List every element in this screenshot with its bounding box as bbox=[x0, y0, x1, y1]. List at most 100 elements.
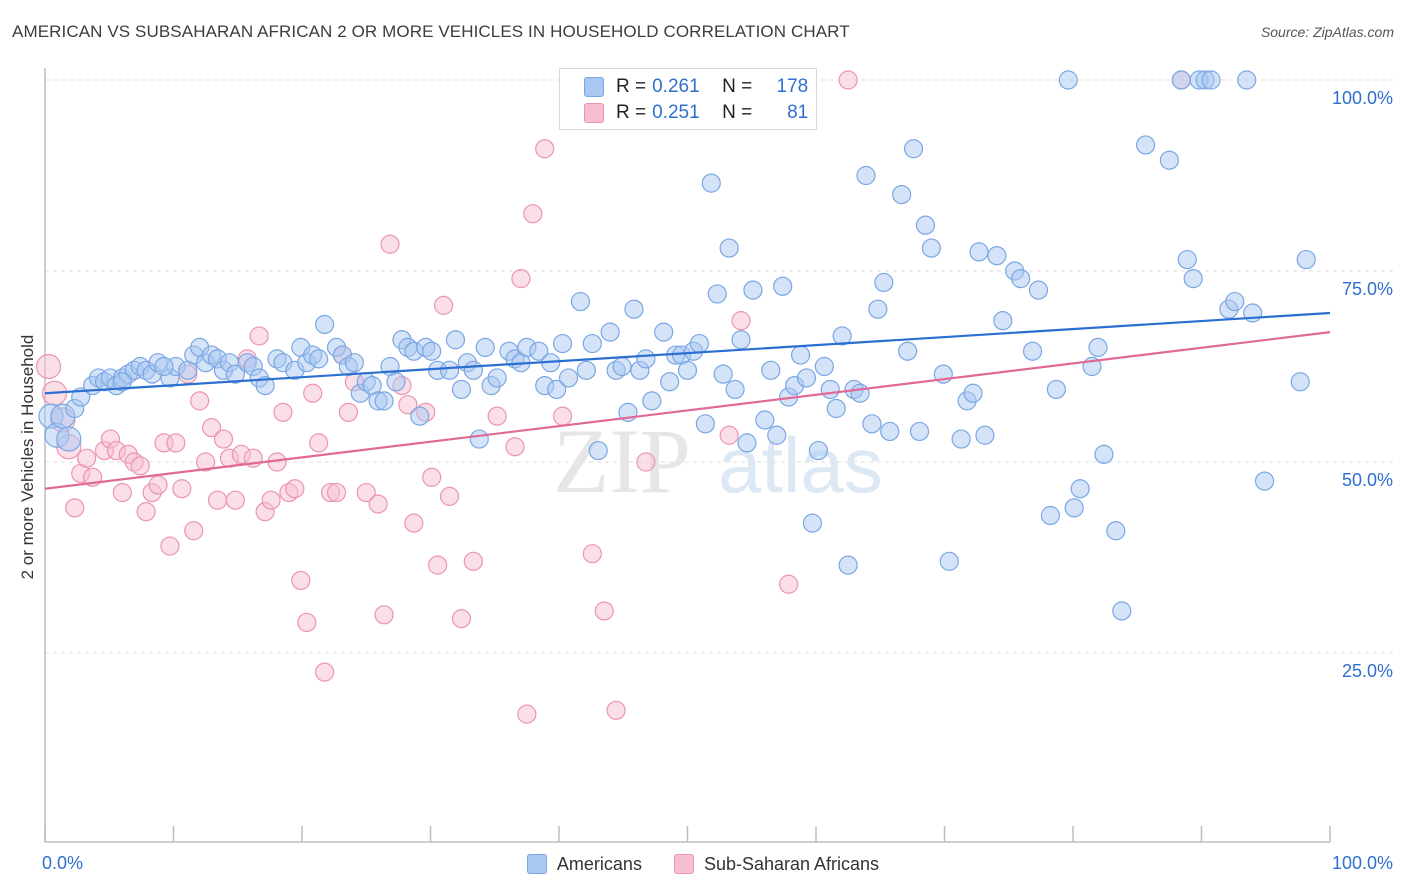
american-point bbox=[993, 311, 1013, 331]
african-point bbox=[552, 406, 573, 426]
americans-trend-line bbox=[44, 311, 1331, 395]
african-point bbox=[380, 234, 400, 254]
african-point bbox=[433, 295, 454, 315]
african-swatch bbox=[584, 103, 604, 123]
american-point bbox=[636, 349, 656, 369]
american-point bbox=[1183, 269, 1203, 289]
n-value: 81 bbox=[787, 102, 809, 123]
american-point bbox=[654, 322, 674, 342]
american-point bbox=[921, 238, 942, 258]
stats-row-african: R = 0.251 N = 81 bbox=[584, 100, 808, 126]
african-point bbox=[636, 452, 656, 472]
american-point bbox=[600, 322, 620, 342]
african-point bbox=[35, 353, 62, 380]
american-point bbox=[255, 376, 275, 396]
american-point bbox=[56, 426, 82, 452]
american-point bbox=[1046, 379, 1066, 400]
american-point bbox=[469, 429, 489, 449]
r-value: 0.251 bbox=[652, 102, 700, 123]
stats-legend: R = 0.261 N = 178 R = 0.251 N = 81 bbox=[559, 68, 817, 130]
american-point bbox=[868, 299, 888, 319]
watermark-atlas: atlas bbox=[718, 421, 883, 509]
american-point bbox=[1040, 505, 1060, 526]
american-point bbox=[547, 379, 567, 400]
american-point bbox=[963, 383, 983, 403]
american-point bbox=[1022, 341, 1043, 361]
american-point bbox=[445, 330, 466, 350]
african-point bbox=[184, 521, 204, 541]
american-point bbox=[374, 391, 394, 411]
african-point bbox=[172, 479, 192, 499]
americans-legend-swatch bbox=[526, 854, 547, 874]
american-point bbox=[713, 364, 733, 384]
american-point bbox=[1237, 70, 1257, 90]
african-point bbox=[838, 70, 858, 90]
n-value: 178 bbox=[776, 76, 809, 97]
american-point bbox=[558, 368, 579, 388]
american-point bbox=[939, 551, 959, 571]
african-point bbox=[779, 574, 799, 594]
american-point bbox=[743, 280, 763, 300]
african-point bbox=[404, 513, 424, 533]
american-point bbox=[225, 364, 245, 384]
american-point bbox=[1225, 291, 1245, 312]
r-label: R = bbox=[616, 76, 647, 97]
american-point bbox=[1171, 70, 1191, 90]
legend-item-african[interactable]: Sub-Saharan Africans bbox=[673, 854, 879, 875]
african-point bbox=[261, 490, 281, 510]
african-points bbox=[35, 70, 1191, 724]
african-point bbox=[303, 383, 323, 403]
n-label: N = bbox=[722, 102, 753, 123]
african-point bbox=[130, 456, 150, 476]
american-point bbox=[475, 337, 495, 357]
american-point bbox=[612, 356, 632, 377]
legend-item-americans[interactable]: Americans bbox=[526, 854, 642, 875]
r-value: 0.261 bbox=[652, 76, 700, 97]
american-point bbox=[701, 173, 721, 193]
chart-title: AMERICAN VS SUBSAHARAN AFRICAN 2 OR MORE… bbox=[12, 22, 850, 41]
american-point bbox=[1112, 601, 1132, 621]
african-point bbox=[201, 418, 222, 438]
american-point bbox=[903, 139, 924, 159]
african-point bbox=[326, 482, 347, 503]
source-label: Source: ZipAtlas.com bbox=[1260, 24, 1394, 40]
american-point bbox=[1094, 444, 1114, 464]
african-point bbox=[136, 502, 156, 522]
african-point bbox=[523, 204, 543, 224]
stats-row-americans: R = 0.261 N = 178 bbox=[584, 74, 808, 100]
african-point bbox=[731, 311, 751, 331]
american-point bbox=[410, 406, 430, 426]
african-point bbox=[291, 570, 311, 591]
american-point bbox=[1028, 280, 1049, 300]
african-point bbox=[148, 475, 168, 495]
american-point bbox=[642, 391, 662, 411]
african-point bbox=[606, 700, 626, 720]
american-point bbox=[719, 238, 739, 258]
american-point bbox=[529, 341, 549, 361]
american-point bbox=[862, 414, 882, 434]
american-point bbox=[588, 440, 608, 461]
american-point bbox=[790, 345, 811, 365]
american-point bbox=[71, 387, 91, 407]
american-point bbox=[624, 299, 644, 319]
african-point bbox=[190, 391, 210, 411]
american-point bbox=[1201, 70, 1221, 90]
african-point bbox=[374, 605, 394, 625]
african-point bbox=[65, 498, 85, 518]
american-points bbox=[38, 70, 1316, 621]
african-point bbox=[463, 551, 483, 571]
american-point bbox=[898, 341, 918, 361]
american-point bbox=[1135, 135, 1156, 155]
african-point bbox=[285, 479, 305, 499]
american-point bbox=[112, 372, 132, 392]
american-point bbox=[1177, 249, 1197, 270]
american-point bbox=[755, 410, 775, 430]
african-point bbox=[112, 482, 132, 503]
african-point bbox=[196, 452, 216, 472]
african-point bbox=[398, 395, 418, 415]
american-point bbox=[1070, 479, 1090, 499]
american-point bbox=[850, 383, 870, 403]
american-point bbox=[309, 349, 329, 369]
american-point bbox=[826, 398, 846, 419]
